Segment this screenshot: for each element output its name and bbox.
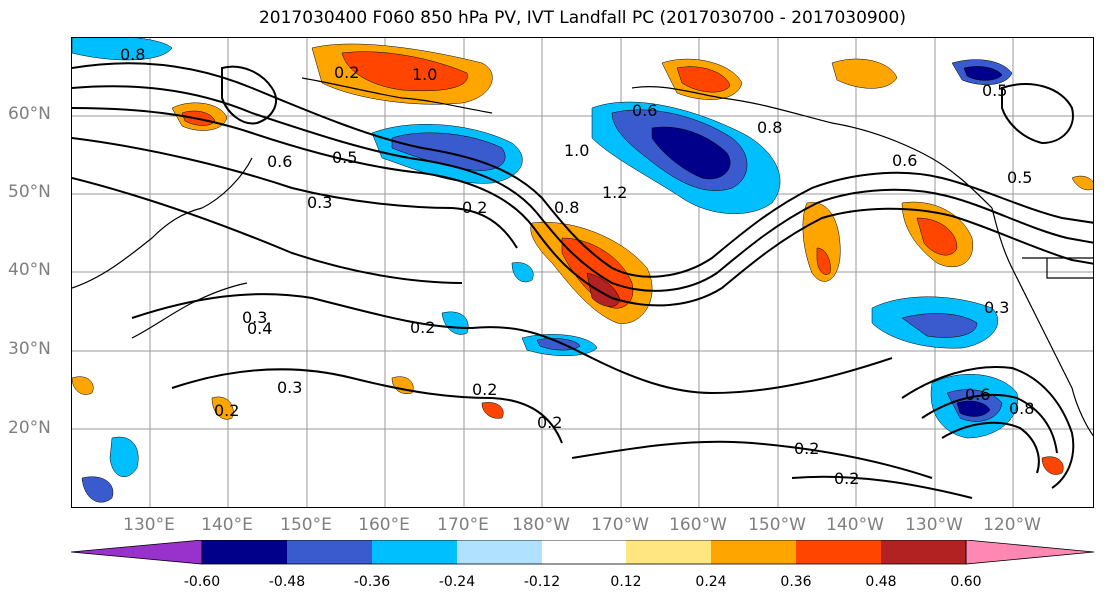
contour-label: 0.5 [1007,168,1032,187]
contour-label: 0.2 [334,63,359,82]
colorbar-extend-high [965,540,1095,565]
lon-label: 170°W [591,515,649,535]
contour-label: 0.4 [247,319,272,338]
colorbar-tick: -0.48 [268,574,306,590]
contour-label: 0.6 [965,385,990,404]
contour-label: 1.2 [602,183,627,202]
contour-label: 0.6 [892,151,917,170]
lon-label: 140°W [826,515,884,535]
contour-label: 0.8 [554,198,579,217]
contour-label-group: 0.8 0.6 0.5 1.0 0.6 0.8 1.0 0.8 1.2 0.6 … [120,45,1034,488]
contour-lines [72,62,1093,499]
colorbar-extend-low [70,540,203,565]
contour-label: 0.2 [472,380,497,399]
lon-label: 130°W [905,515,963,535]
contour-label: 0.2 [462,198,487,217]
colorbar-tick: 0.36 [780,574,812,590]
lat-label: 20°N [8,418,51,438]
lat-label: 60°N [8,104,51,124]
contour-label: 0.2 [834,469,859,488]
contour-label: 0.5 [332,148,357,167]
lon-label: 140°E [201,515,253,535]
contour-label: 0.3 [242,308,267,327]
colorbar-tick: -0.36 [353,574,391,590]
contour-label: 1.0 [412,65,437,84]
pv-shading [72,38,1093,503]
lon-label: 160°W [669,515,727,535]
lon-label: 130°E [123,515,175,535]
colorbar-bin [287,540,372,564]
contour-label: 0.8 [757,118,782,137]
contour-label: 0.8 [1009,399,1034,418]
contour-label: 0.6 [632,101,657,120]
map-svg: 0.8 0.6 0.5 1.0 0.6 0.8 1.0 0.8 1.2 0.6 … [72,38,1093,507]
colorbar-tick: 0.48 [865,574,897,590]
colorbar-bin [372,540,457,564]
contour-label: 0.5 [982,81,1007,100]
lon-label: 180°W [512,515,570,535]
map-panel: 0.8 0.6 0.5 1.0 0.6 0.8 1.0 0.8 1.2 0.6 … [71,37,1094,508]
colorbar-tick: 0.60 [950,574,982,590]
colorbar-bin [626,540,711,564]
contour-label: 0.3 [307,193,332,212]
colorbar-tick: 0.24 [695,574,727,590]
colorbar-tick: 0.12 [610,574,642,590]
figure-title: 2017030400 F060 850 hPa PV, IVT Landfall… [258,8,906,28]
lat-label: 30°N [8,339,51,359]
lon-label: 170°E [437,515,489,535]
lon-label: 150°W [748,515,806,535]
colorbar-bin [202,540,287,564]
coastlines [72,77,1093,437]
contour-label: 0.8 [120,45,145,64]
contour-label: 0.2 [537,413,562,432]
contour-label: 0.2 [410,318,435,337]
colorbar-tick: -0.24 [438,574,476,590]
colorbar-tick: -0.12 [523,574,561,590]
contour-label: 0.6 [267,152,292,171]
lon-label: 120°W [983,515,1041,535]
contour-label: 0.2 [794,439,819,458]
colorbar-tick: -0.60 [183,574,221,590]
lon-label: 150°E [280,515,332,535]
lat-label: 40°N [8,260,51,280]
colorbar-bin [796,540,881,564]
contour-label: 1.0 [564,141,589,160]
lat-label: 50°N [8,182,51,202]
colorbar-bin [881,540,966,564]
contour-label: 0.3 [277,378,302,397]
colorbar-bin [542,540,626,564]
colorbar-bin [457,540,542,564]
lon-label: 160°E [358,515,410,535]
colorbar [70,540,1095,565]
colorbar-bin [711,540,796,564]
contour-label: 0.2 [214,401,239,420]
contour-label: 0.3 [984,298,1009,317]
